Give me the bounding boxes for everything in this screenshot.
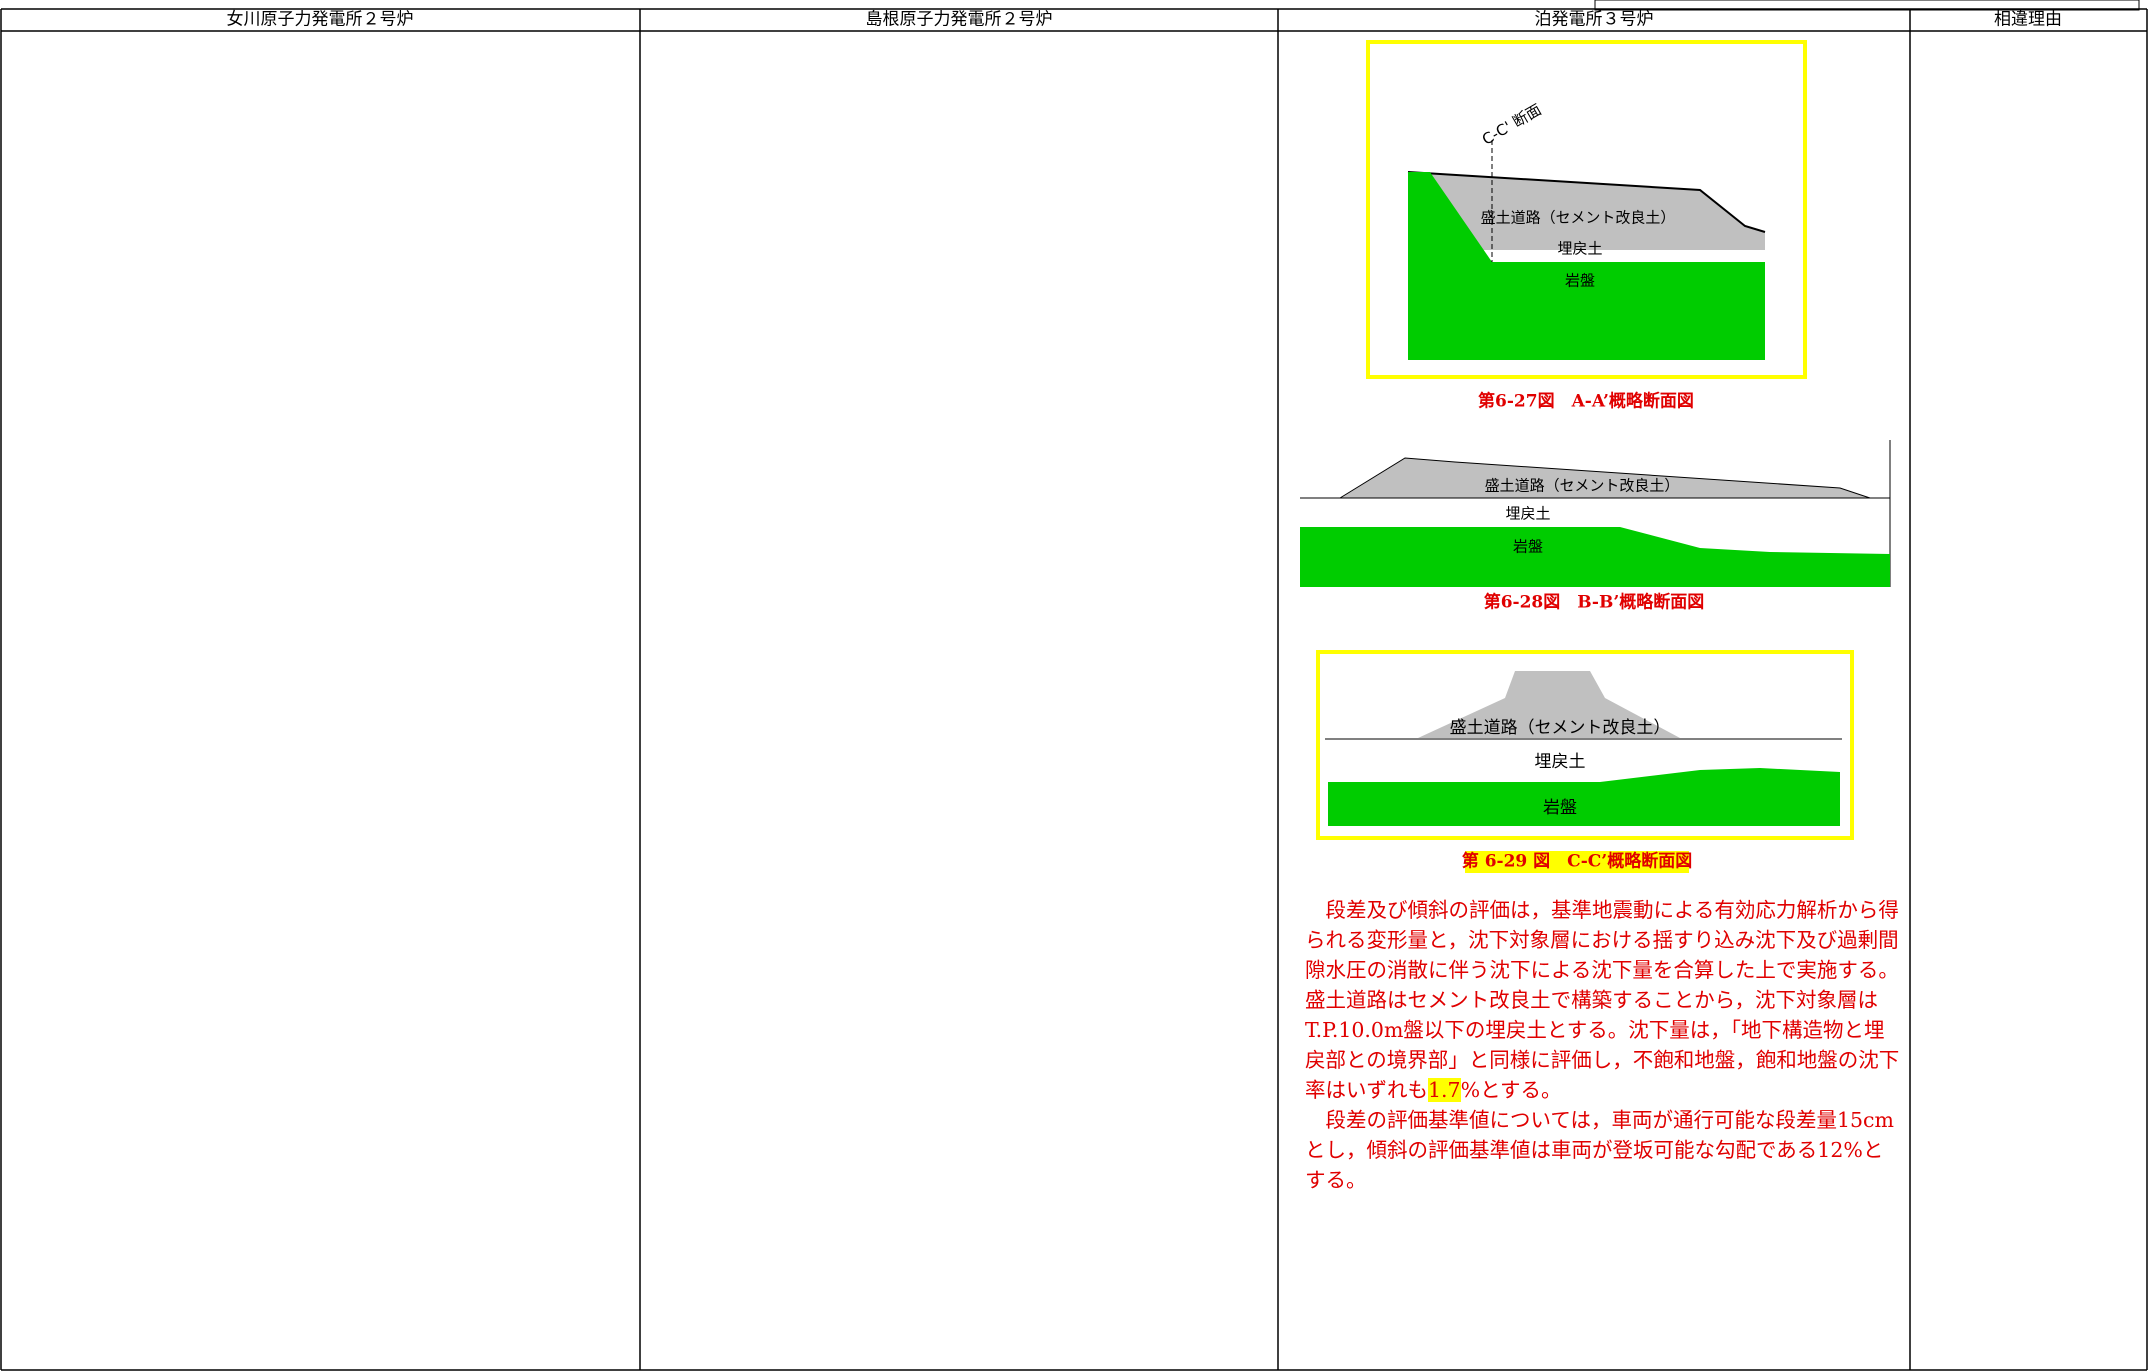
text: 段差及び傾斜の評価は，基準地震動による有効応力解析から得られる変形量と，沈下対象… <box>1305 898 1900 1102</box>
rock-fill <box>1408 172 1765 360</box>
figure-caption: 第6-27図 A-A’概略断面図 <box>1478 391 1694 412</box>
column-header: 相違理由 <box>1994 10 2062 30</box>
rock-fill <box>1328 768 1840 826</box>
text: %とする。 <box>1460 1078 1562 1102</box>
figure-caption: 第6-28図 B-B’概略断面図 <box>1484 592 1705 613</box>
caption-highlight <box>1465 851 1689 873</box>
paragraph: 段差の評価基準値については，車両が通行可能な段差量15cmとし，傾斜の評価基準値… <box>1305 1108 1894 1192</box>
rock-fill <box>1300 527 1890 587</box>
table-lines <box>0 8 2148 1371</box>
rock-label: 岩盤 <box>1513 538 1543 556</box>
backfill-label: 埋戻土 <box>1557 240 1602 258</box>
rock-label: 岩盤 <box>1565 272 1595 290</box>
body-text: 段差及び傾斜の評価は，基準地震動による有効応力解析から得られる変形量と，沈下対象… <box>1305 895 1903 1195</box>
top-box <box>1594 0 2140 11</box>
road-label: 盛土道路（セメント改良土） <box>1481 209 1676 227</box>
road-fill <box>1408 172 1765 250</box>
figure-caption: 第 6-29 図 C-C’概略断面図 <box>1462 851 1692 872</box>
column-header: 泊発電所３号炉 <box>1535 10 1654 30</box>
road-fill <box>1418 671 1680 738</box>
backfill-label: 埋戻土 <box>1535 752 1586 772</box>
highlight: 1.7 <box>1428 1078 1461 1102</box>
road-label: 盛土道路（セメント改良土） <box>1450 718 1671 738</box>
column-header: 女川原子力発電所２号炉 <box>227 10 414 30</box>
backfill-label: 埋戻土 <box>1505 505 1550 523</box>
paragraph: 段差及び傾斜の評価は，基準地震動による有効応力解析から得られる変形量と，沈下対象… <box>1305 895 1903 1105</box>
column-header: 島根原子力発電所２号炉 <box>866 10 1053 30</box>
rock-label: 岩盤 <box>1543 798 1577 818</box>
road-label: 盛土道路（セメント改良土） <box>1485 477 1680 495</box>
